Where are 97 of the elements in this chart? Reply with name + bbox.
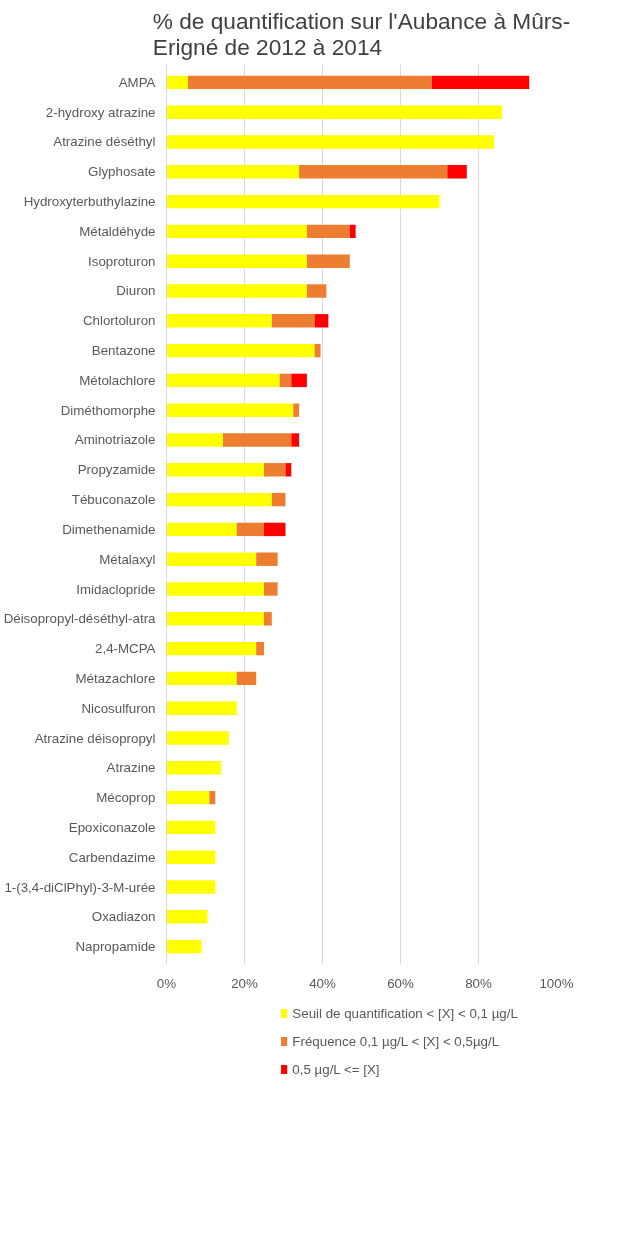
bar <box>349 224 356 239</box>
y-tick-label: Glyphosate <box>88 164 156 180</box>
bar <box>314 314 329 328</box>
bar <box>271 314 315 328</box>
x-tick-label: 20% <box>231 975 258 991</box>
y-tick-label: 1-(3,4-diClPhyl)-3-M-urée <box>4 879 156 895</box>
bar <box>306 284 327 298</box>
bar <box>166 343 315 358</box>
y-tick-label: Imidaclopride <box>76 581 156 597</box>
y-tick-label: Hydroxyterbuthylazine <box>23 194 156 210</box>
bar <box>447 165 467 179</box>
bar <box>166 75 188 90</box>
bar <box>236 671 257 686</box>
y-tick-label: Aminotriazole <box>74 432 156 448</box>
bar <box>209 790 216 805</box>
legend-label: Fréquence 0,1 µg/L < [X] < 0,5µg/L <box>292 1034 500 1049</box>
y-tick-label: AMPA <box>118 74 156 90</box>
bar <box>166 373 280 388</box>
bar <box>166 641 257 656</box>
y-tick-label: Diuron <box>116 283 156 299</box>
y-tick-label: Oxadiazon <box>91 909 156 925</box>
bar <box>299 165 448 179</box>
y-tick-label: Métalaxyl <box>99 551 156 567</box>
bar <box>166 761 222 775</box>
bar <box>236 522 264 537</box>
bar <box>166 701 237 715</box>
bar <box>285 463 292 477</box>
x-tick-label: 0% <box>156 975 177 991</box>
bar <box>264 612 272 626</box>
y-tick-label: Napropamide <box>75 939 156 955</box>
bar <box>264 582 278 596</box>
y-tick-label: Atrazine déséthyl <box>53 134 156 150</box>
y-tick-label: Carbendazime <box>68 849 156 865</box>
bar <box>306 254 350 268</box>
bar <box>166 224 307 239</box>
bar <box>306 224 350 239</box>
bar <box>279 373 292 388</box>
chart-title: % de quantification sur l'Aubance à Mûrs-Erigné de 2012 à 2014 <box>152 7 571 60</box>
y-tick-label: Dimethenamide <box>62 521 156 537</box>
bar <box>166 910 208 924</box>
y-tick-label: 2,4-MCPA <box>95 641 156 657</box>
bar <box>166 314 272 328</box>
bar <box>166 790 210 805</box>
bar <box>166 433 224 447</box>
bar <box>166 284 307 298</box>
x-tick-label: 60% <box>387 975 414 991</box>
y-tick-label: Diméthomorphe <box>60 402 156 418</box>
bar <box>293 403 300 417</box>
bar <box>431 75 530 90</box>
bar <box>166 850 216 864</box>
x-tick-label: 40% <box>309 975 336 991</box>
y-tick-label: 2-hydroxy atrazine <box>45 104 156 120</box>
bar <box>166 105 502 119</box>
bar <box>187 75 432 90</box>
y-tick-label: Nicosulfuron <box>81 700 156 716</box>
bar <box>264 522 286 537</box>
y-tick-label: Métaldéhyde <box>79 223 156 239</box>
legend-label: Seuil de quantification < [X] < 0,1 µg/L <box>292 1006 518 1021</box>
bar <box>166 582 264 596</box>
legend-label: 0,5 µg/L <= [X] <box>292 1062 380 1077</box>
bar <box>256 552 278 566</box>
y-tick-label: Atrazine <box>106 760 156 776</box>
bar <box>166 522 237 537</box>
bar <box>166 731 229 745</box>
bar <box>166 820 216 835</box>
y-tick-label: Tébuconazole <box>71 492 156 508</box>
bar <box>314 343 321 358</box>
bar <box>166 552 257 566</box>
x-tick-label: 100% <box>539 975 574 991</box>
bar <box>166 135 495 149</box>
y-tick-label: Métazachlore <box>75 670 156 686</box>
y-tick-label: Chlortoluron <box>82 313 156 329</box>
bar <box>256 641 264 656</box>
bar <box>166 671 237 686</box>
bar <box>166 165 300 179</box>
x-tick-label: 80% <box>465 975 492 991</box>
y-tick-label: Isoproturon <box>88 253 156 269</box>
bar <box>166 403 294 417</box>
bar <box>166 492 272 507</box>
y-tick-label: Propyzamide <box>77 462 156 478</box>
bar <box>166 463 264 477</box>
y-tick-label: Epoxiconazole <box>68 819 156 835</box>
bar <box>166 254 307 268</box>
bar <box>291 433 300 447</box>
bar <box>166 939 202 954</box>
bar <box>271 492 286 507</box>
y-tick-label: Bentazone <box>91 343 156 359</box>
y-tick-label: Métolachlore <box>79 372 156 388</box>
y-tick-label: Mécoprop <box>96 790 156 806</box>
bar <box>291 373 307 388</box>
bar <box>264 463 286 477</box>
bar <box>166 880 216 894</box>
bar <box>166 194 440 209</box>
bar <box>223 433 292 447</box>
y-tick-label: Déisopropyl-déséthyl-atra <box>3 611 157 627</box>
y-tick-label: Atrazine déisopropyl <box>34 730 156 746</box>
bar <box>166 612 264 626</box>
